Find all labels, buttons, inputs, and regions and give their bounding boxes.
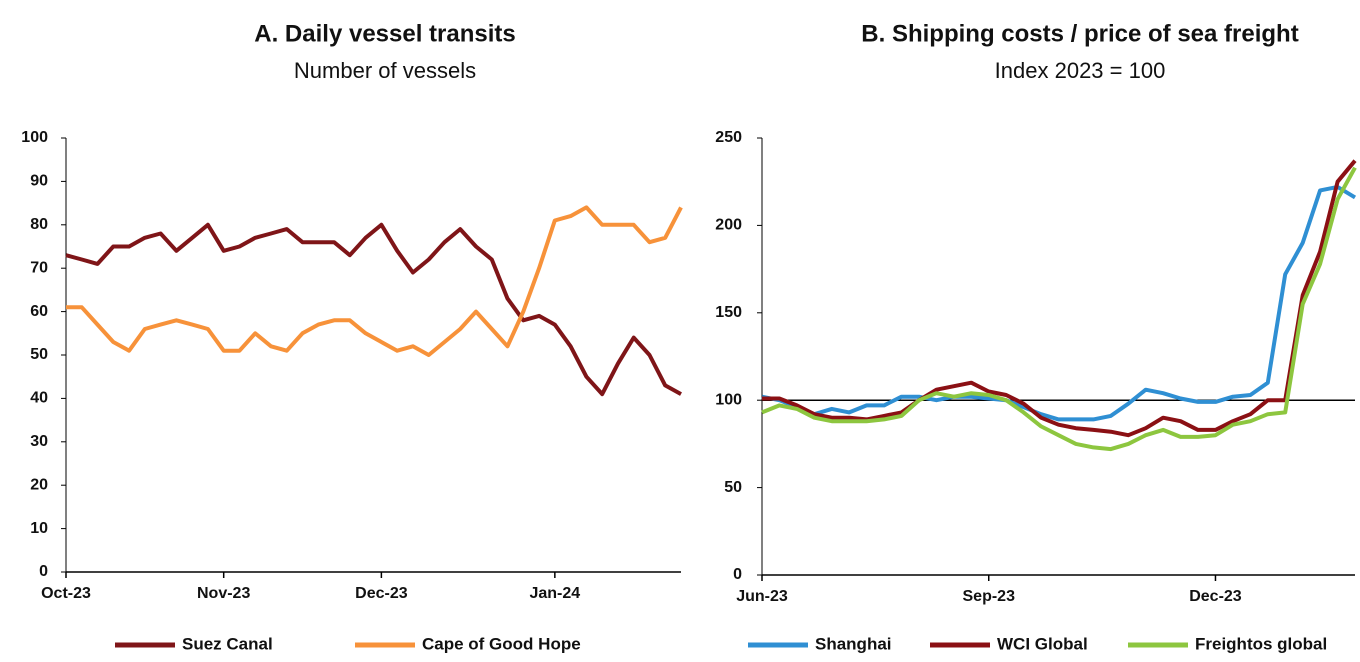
chart-subtitle: Index 2023 = 100 bbox=[995, 58, 1166, 83]
chart-title: A. Daily vessel transits bbox=[254, 20, 515, 47]
series-line bbox=[762, 159, 1357, 438]
chart-subtitle: Number of vessels bbox=[294, 58, 476, 83]
y-tick-label: 40 bbox=[30, 390, 48, 407]
y-tick-label: 50 bbox=[30, 346, 48, 363]
legend-label: Suez Canal bbox=[182, 634, 273, 653]
y-tick-label: 150 bbox=[715, 304, 742, 321]
y-tick-label: 70 bbox=[30, 259, 48, 276]
series-line bbox=[761, 166, 1357, 452]
legend-label: Shanghai bbox=[815, 634, 892, 653]
y-tick-label: 0 bbox=[733, 566, 742, 583]
x-tick-label: Dec-23 bbox=[1189, 588, 1242, 605]
series-line bbox=[761, 184, 1357, 422]
x-tick-label: Jun-23 bbox=[736, 588, 788, 605]
series-line bbox=[65, 222, 682, 397]
y-tick-label: 10 bbox=[30, 520, 48, 537]
y-tick-label: 100 bbox=[21, 129, 48, 146]
y-tick-label: 90 bbox=[30, 173, 48, 190]
x-tick-label: Sep-23 bbox=[963, 588, 1016, 605]
x-tick-label: Jan-24 bbox=[529, 585, 580, 602]
y-tick-label: 50 bbox=[724, 479, 742, 496]
x-tick-label: Oct-23 bbox=[41, 585, 91, 602]
series-line bbox=[66, 205, 683, 357]
legend-label: Freightos global bbox=[1195, 634, 1327, 653]
y-tick-label: 80 bbox=[30, 216, 48, 233]
y-tick-label: 200 bbox=[715, 217, 742, 234]
legend-label: Cape of Good Hope bbox=[422, 634, 581, 653]
legend-label: WCI Global bbox=[997, 634, 1088, 653]
y-tick-label: 0 bbox=[39, 563, 48, 580]
y-tick-label: 100 bbox=[715, 391, 742, 408]
y-tick-label: 250 bbox=[715, 129, 742, 146]
y-tick-label: 30 bbox=[30, 433, 48, 450]
x-tick-label: Nov-23 bbox=[197, 585, 250, 602]
y-tick-label: 60 bbox=[30, 303, 48, 320]
y-tick-label: 20 bbox=[30, 476, 48, 493]
x-tick-label: Dec-23 bbox=[355, 585, 408, 602]
chart-title: B. Shipping costs / price of sea freight bbox=[861, 20, 1298, 47]
